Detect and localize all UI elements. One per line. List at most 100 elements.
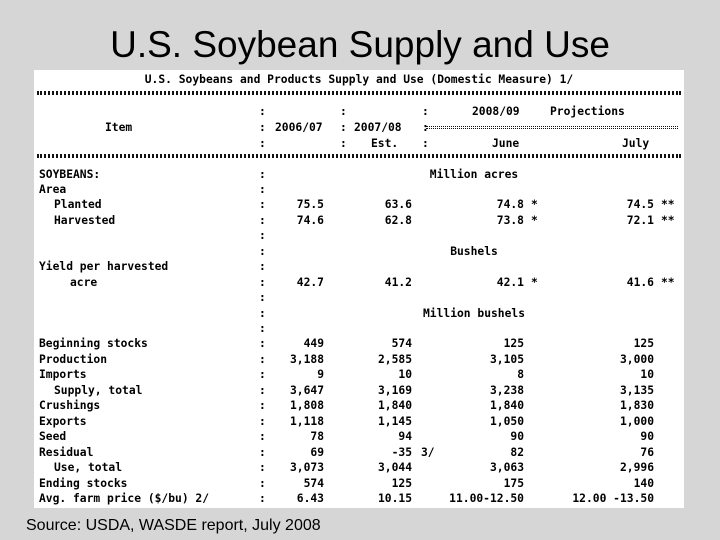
- header-colon: :: [422, 121, 429, 134]
- row-label: Beginning stocks: [39, 337, 148, 351]
- value-2007-08: 125: [391, 476, 412, 490]
- report-title-line: U.S. Soybeans and Products Supply and Us…: [34, 72, 684, 87]
- value-june: 74.8: [496, 198, 524, 212]
- value-2007-08: 574: [391, 337, 412, 351]
- row-colon: :: [259, 260, 266, 274]
- row-colon: :: [259, 306, 266, 320]
- table-row: Area:: [34, 182, 684, 197]
- header-rule: [37, 154, 681, 158]
- value-july: 3,000: [619, 352, 654, 366]
- row-colon: :: [259, 476, 266, 490]
- row-colon: :: [259, 430, 266, 444]
- row-label: Supply, total: [54, 383, 143, 397]
- value-2007-08: 10: [398, 368, 412, 382]
- table-row: : Million bushels: [34, 306, 684, 321]
- value-2007-08: 63.6: [384, 198, 412, 212]
- header-colon: :: [259, 105, 266, 118]
- unit-label: Million acres: [429, 167, 519, 181]
- header-colon: :: [340, 121, 347, 134]
- estimate-marker: *: [531, 213, 538, 227]
- value-2007-08: 3,044: [377, 461, 412, 475]
- row-colon: :: [259, 182, 266, 196]
- estimate-marker: **: [661, 213, 675, 227]
- row-colon: :: [259, 491, 266, 505]
- estimate-marker: *: [531, 275, 538, 289]
- row-colon: :: [259, 229, 266, 243]
- value-2007-08: 1,840: [377, 399, 412, 413]
- slide-title: U.S. Soybean Supply and Use: [110, 24, 610, 65]
- value-2006-07: 42.7: [296, 275, 324, 289]
- month-header-july: July: [622, 137, 650, 150]
- value-june: 73.8: [496, 213, 524, 227]
- row-label: Harvested: [54, 213, 116, 227]
- footnote-marker: 3/: [421, 445, 435, 459]
- value-2006-07: 1,808: [289, 399, 324, 413]
- unit-label: Bushels: [450, 244, 498, 258]
- table-row: Harvested: 74.6 62.8 73.8 * 72.1 **: [34, 213, 684, 228]
- value-june: 82: [510, 445, 524, 459]
- header-line-2: Item : 2006/07 : 2007/08 :: [34, 120, 684, 135]
- row-label: Area: [39, 182, 67, 196]
- row-label: SOYBEANS:: [39, 167, 101, 181]
- year-header-1: 2006/07: [275, 121, 323, 134]
- table-row: Supply, total: 3,647 3,169 3,238 3,135: [34, 383, 684, 398]
- value-july: 140: [633, 476, 654, 490]
- header-line-1: : : : 2008/09 Projections: [34, 104, 684, 119]
- value-2006-07: 74.6: [296, 213, 324, 227]
- row-colon: :: [259, 337, 266, 351]
- value-july: 1,000: [619, 414, 654, 428]
- value-2007-08: 41.2: [384, 275, 412, 289]
- table-row: acre: 42.7 41.2 42.1 * 41.6 **: [34, 275, 684, 290]
- value-2007-08: 1,145: [377, 414, 412, 428]
- estimate-marker: **: [661, 275, 675, 289]
- value-july: 76: [640, 445, 654, 459]
- report-table: U.S. Soybeans and Products Supply and Us…: [34, 70, 684, 508]
- value-july: 74.5: [626, 198, 654, 212]
- year-header-2: 2007/08: [354, 121, 402, 134]
- value-2007-08: -35: [391, 445, 412, 459]
- table-row: Avg. farm price ($/bu) 2/: 6.43 10.15 11.00…: [34, 491, 684, 506]
- row-label: acre: [70, 275, 98, 289]
- table-row: Exports: 1,118 1,145 1,050 1,000: [34, 414, 684, 429]
- row-label: Crushings: [39, 399, 101, 413]
- value-2007-08: 3,169: [377, 383, 412, 397]
- row-label: Imports: [39, 368, 87, 382]
- row-colon: :: [259, 167, 266, 181]
- top-rule: [37, 91, 681, 95]
- value-june: 8: [517, 368, 524, 382]
- row-label: Seed: [39, 430, 67, 444]
- value-2006-07: 3,188: [289, 352, 324, 366]
- value-2006-07: 78: [310, 430, 324, 444]
- value-2007-08: 2,585: [377, 352, 412, 366]
- row-label: Planted: [54, 198, 102, 212]
- row-colon: :: [259, 322, 266, 335]
- value-2006-07: 1,118: [289, 414, 324, 428]
- row-colon: :: [259, 352, 266, 366]
- value-july: 10: [640, 368, 654, 382]
- table-row: Use, total: 3,073 3,044 3,063 2,996: [34, 460, 684, 475]
- table-row: Production: 3,188 2,585 3,105 3,000: [34, 352, 684, 367]
- est-header: Est.: [371, 137, 399, 150]
- value-july: 72.1: [626, 213, 654, 227]
- value-june: 90: [510, 430, 524, 444]
- value-2006-07: 3,647: [289, 383, 324, 397]
- table-row: Beginning stocks: 449 574 125 125: [34, 336, 684, 351]
- row-label: Yield per harvested: [39, 260, 169, 274]
- table-row: : Bushels: [34, 244, 684, 259]
- table-row: Ending stocks: 574 125 175 140: [34, 476, 684, 491]
- value-june: 11.00-12.50: [449, 491, 524, 505]
- value-2006-07: 9: [317, 368, 324, 382]
- projections-label: Projections: [550, 105, 625, 118]
- value-july: 3,135: [619, 383, 654, 397]
- value-july: 1,830: [619, 399, 654, 413]
- report-title: U.S. Soybeans and Products Supply and Us…: [144, 73, 574, 86]
- header-colon: :: [259, 121, 266, 134]
- table-row: Seed: 78 94 90 90: [34, 429, 684, 444]
- projections-year: 2008/09: [472, 105, 520, 118]
- row-label: Exports: [39, 414, 87, 428]
- row-colon: :: [259, 461, 266, 475]
- value-july: 90: [640, 430, 654, 444]
- value-july: 41.6: [626, 275, 654, 289]
- table-row: Planted: 75.5 63.6 74.8 * 74.5 **: [34, 197, 684, 212]
- value-2006-07: 574: [303, 476, 324, 490]
